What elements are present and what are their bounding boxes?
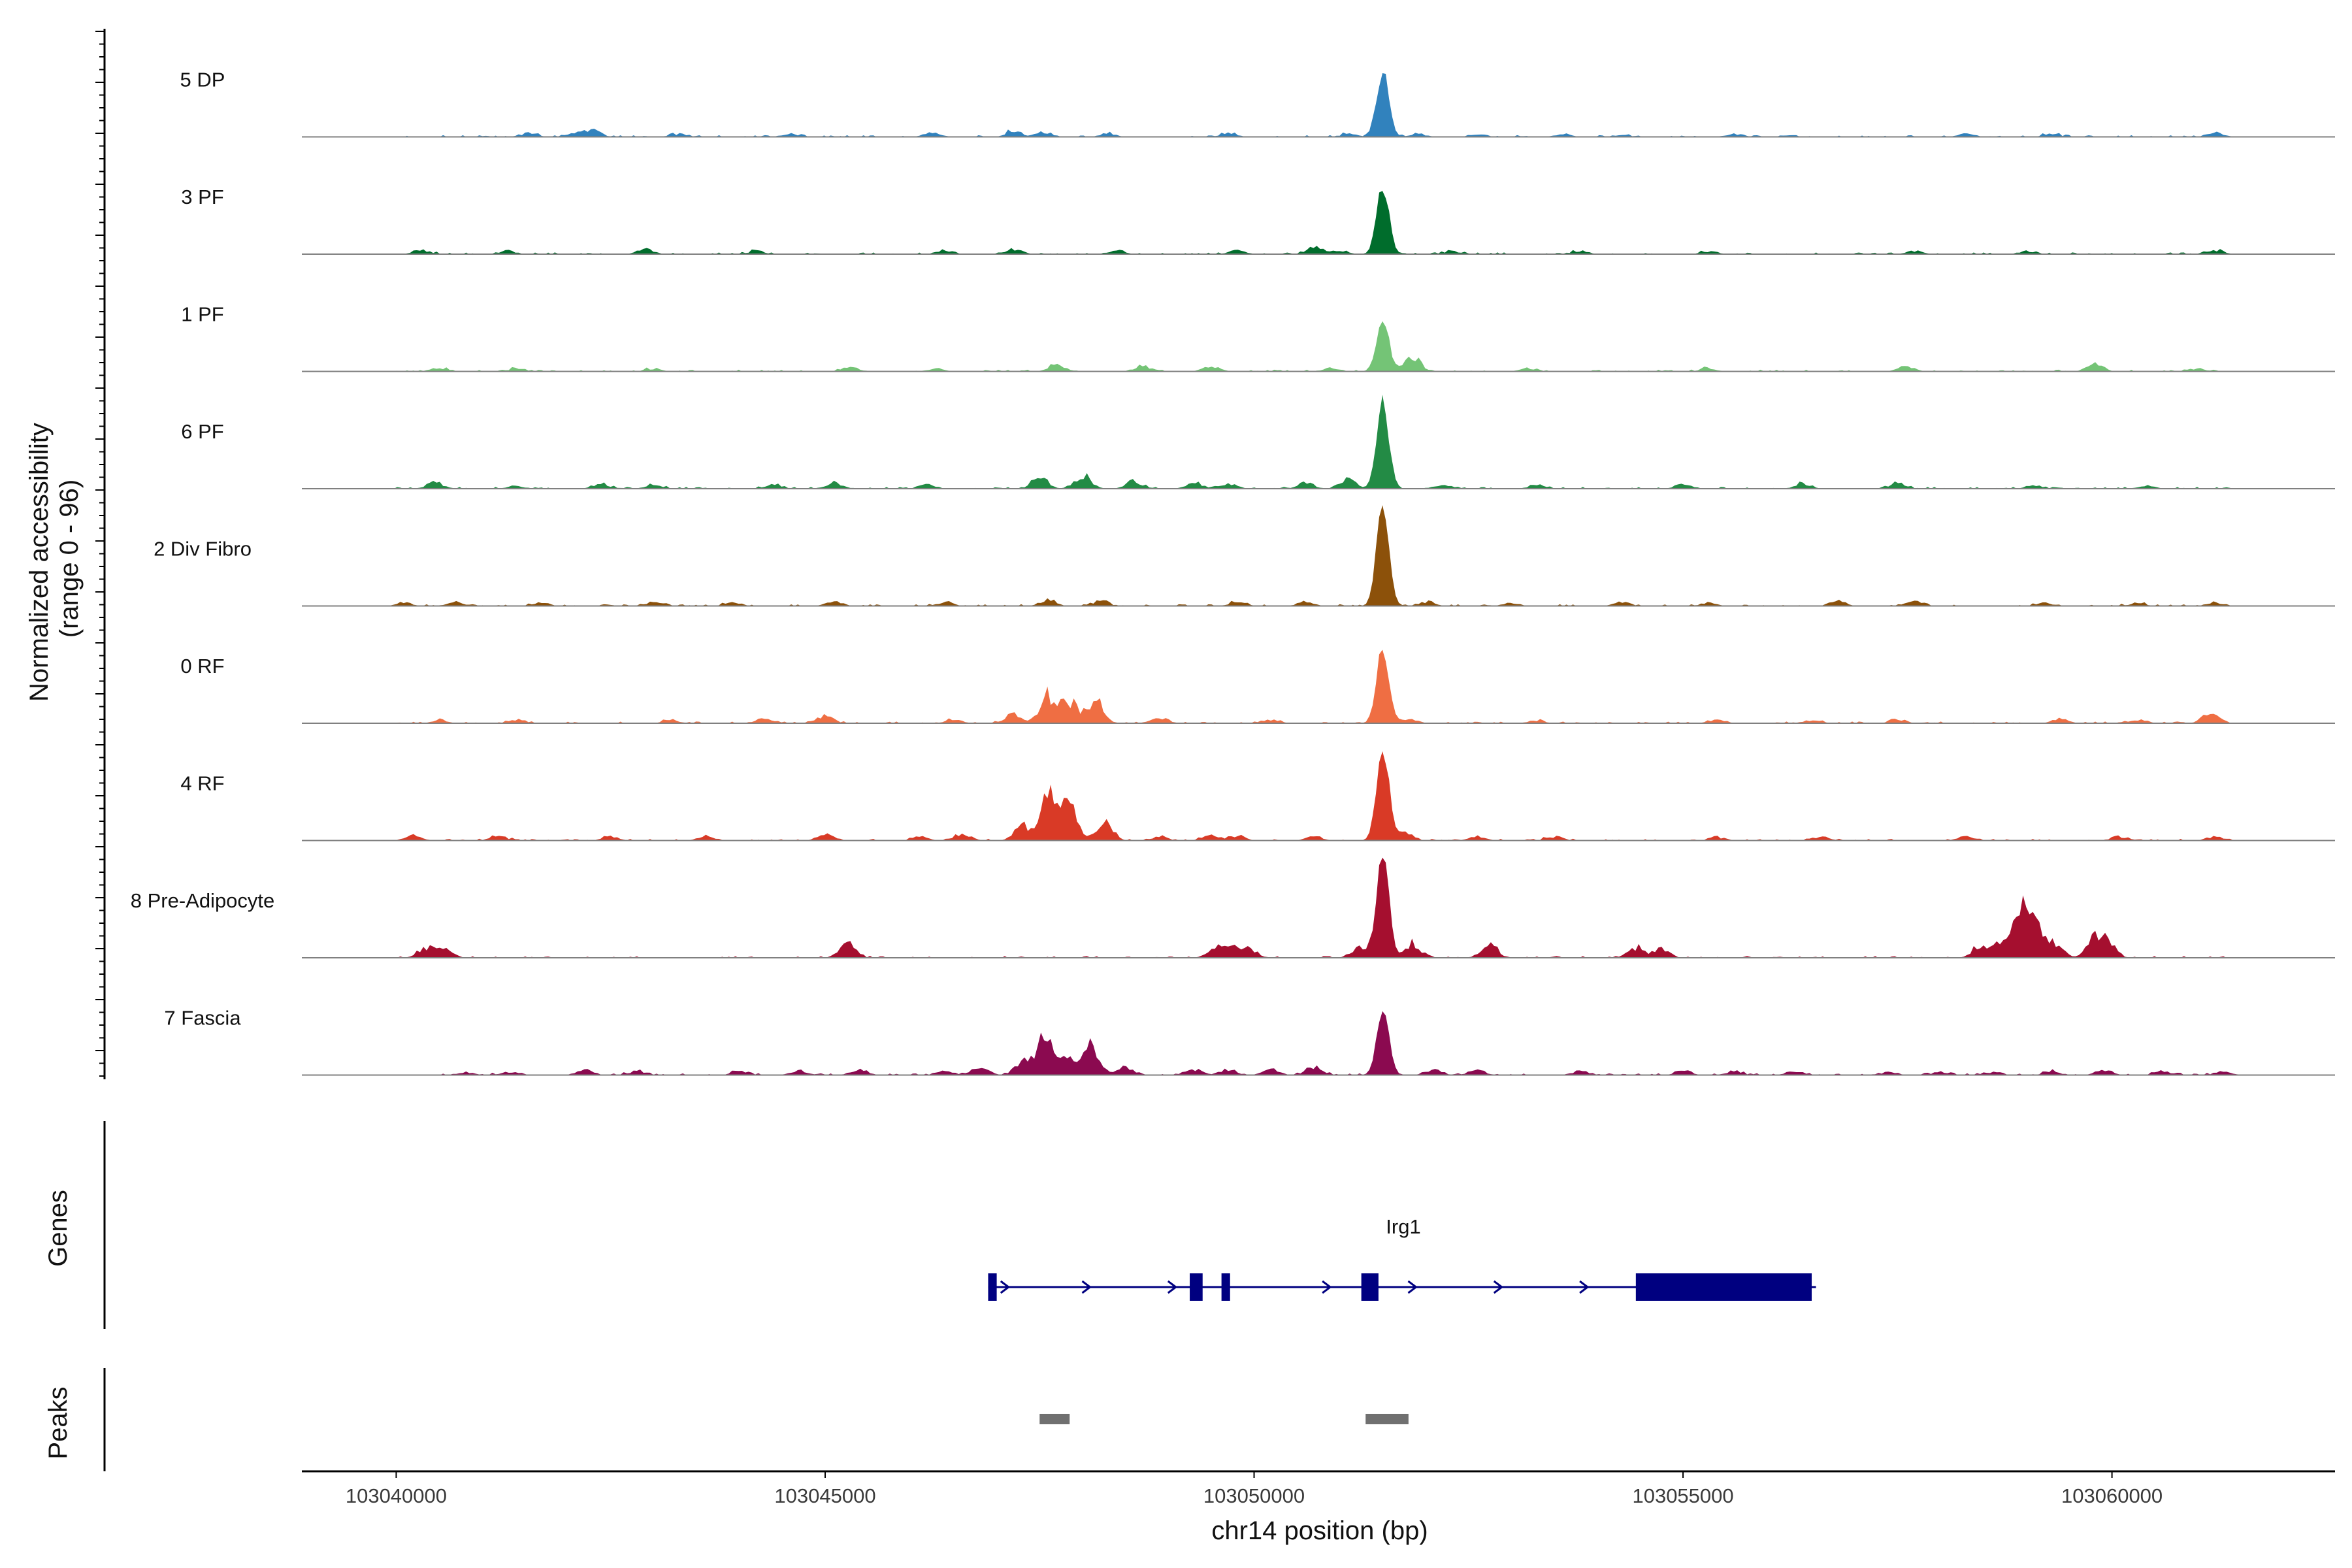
- x-tick-label-1: 103040000: [346, 1484, 447, 1507]
- gene-exon-4: [1361, 1273, 1379, 1301]
- track-8-coverage-area: [302, 857, 2335, 958]
- strand-arrow-4: [1322, 1280, 1332, 1294]
- track-3-coverage-area: [302, 321, 2335, 372]
- genes-panel-label: Genes: [44, 1190, 73, 1267]
- track-7-coverage-area: [302, 751, 2335, 841]
- y-axis-title-line2: (range 0 - 96): [55, 480, 84, 638]
- track-7: 4 RF: [180, 751, 2335, 841]
- strand-arrow-1: [1000, 1280, 1011, 1294]
- gene-exon-2: [1190, 1273, 1203, 1301]
- peaks-panel-label: Peaks: [44, 1386, 73, 1459]
- left-axis: [95, 29, 106, 1471]
- genes-panel: Genes Irg1: [44, 1190, 1816, 1301]
- peak-regions: [1039, 1414, 1409, 1424]
- track-9-coverage-area: [302, 1011, 2335, 1075]
- track-9: 7 Fascia: [164, 1007, 2335, 1076]
- x-tick-label-2: 103045000: [774, 1484, 875, 1507]
- track-3-label: 1 PF: [181, 303, 223, 326]
- peak-region-2: [1365, 1414, 1409, 1424]
- x-tick-label-3: 103050000: [1203, 1484, 1305, 1507]
- track-6-coverage-area: [302, 649, 2335, 723]
- coverage-tracks: 5 DP 3 PF 1 PF 6 PF 2 Div Fibro 0 RF 4 RF 8 Pre…: [131, 69, 2335, 1076]
- track-3: 1 PF: [181, 303, 2335, 372]
- strand-arrow-5: [1407, 1280, 1418, 1294]
- track-6-label: 0 RF: [180, 655, 224, 678]
- x-axis-title: chr14 position (bp): [1211, 1516, 1428, 1545]
- track-6: 0 RF: [180, 649, 2335, 724]
- gene-exon-5: [1635, 1273, 1812, 1301]
- track-8-label: 8 Pre-Adipocyte: [131, 889, 275, 912]
- track-2-label: 3 PF: [181, 186, 223, 208]
- strand-arrow-3: [1167, 1280, 1178, 1294]
- track-1-label: 5 DP: [180, 69, 225, 91]
- track-2-coverage-area: [302, 191, 2335, 254]
- peaks-panel: Peaks: [44, 1386, 1409, 1460]
- strand-arrow-7: [1579, 1280, 1590, 1294]
- gene-exon-1: [988, 1273, 997, 1301]
- track-4-label: 6 PF: [181, 420, 223, 443]
- track-4: 6 PF: [181, 395, 2335, 489]
- track-1-coverage-area: [302, 73, 2335, 137]
- track-2: 3 PF: [181, 186, 2335, 255]
- track-8: 8 Pre-Adipocyte: [131, 857, 2335, 958]
- gene-exon-3: [1221, 1273, 1230, 1301]
- x-axis: 103040000 103045000 103050000 103055000 1030…: [302, 1470, 2335, 1507]
- x-tick-label-5: 103060000: [2061, 1484, 2163, 1507]
- y-axis-title-line1: Normalized accessibility: [25, 423, 54, 702]
- track-5-label: 2 Div Fibro: [154, 538, 252, 561]
- peak-region-1: [1039, 1414, 1070, 1424]
- track-9-label: 7 Fascia: [164, 1007, 241, 1030]
- y-axis-title: Normalized accessibility (range 0 - 96): [25, 416, 84, 702]
- track-1: 5 DP: [180, 69, 2335, 138]
- track-5-coverage-area: [302, 505, 2335, 606]
- strand-arrow-6: [1493, 1280, 1504, 1294]
- track-5: 2 Div Fibro: [154, 505, 2335, 607]
- strand-arrow-2: [1081, 1280, 1092, 1294]
- x-tick-label-4: 103055000: [1632, 1484, 1733, 1507]
- track-7-label: 4 RF: [180, 772, 224, 795]
- track-4-coverage-area: [302, 395, 2335, 489]
- gene-name-label: Irg1: [1386, 1215, 1420, 1238]
- gene-model: [988, 1273, 1816, 1301]
